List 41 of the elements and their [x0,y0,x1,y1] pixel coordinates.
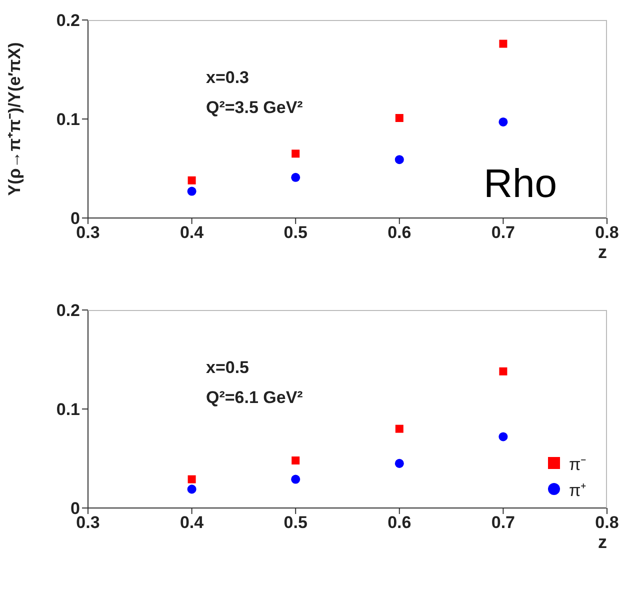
point [499,367,508,376]
y-tick-label: 0.2 [56,11,80,30]
x-tick-label: 0.5 [284,223,308,242]
point [395,424,404,433]
point [188,176,196,184]
point [291,474,300,484]
point [187,186,196,196]
x-tick-label: 0.4 [180,513,204,532]
annotation: Q²=3.5 GeV² [206,98,303,118]
point [292,456,300,464]
annotation: x=0.3 [206,68,250,88]
legend-label: π⁻ [569,454,587,474]
legend-label: π⁺ [569,480,587,500]
point [188,475,196,484]
x-tick-label: 0.7 [491,223,516,242]
x-tick-label: 0.5 [284,513,308,532]
x-tick-label: 0.3 [76,223,100,242]
x-tick-label: 0.4 [180,223,204,242]
x-tick-label: 0.7 [491,513,516,532]
x-tick-label: 0.8 [595,223,619,242]
x-tick-label: 0.6 [388,513,412,532]
annotation: Rho [484,161,557,208]
point [394,458,404,468]
y-tick-label: 0.2 [56,301,80,320]
annotation: x=0.5 [206,358,250,378]
x-tick-label: 0.8 [595,513,619,532]
x-tick-label: 0.6 [388,223,412,242]
x-axis-title: z [598,242,607,262]
x-tick-label: 0.3 [76,513,100,532]
point [394,155,404,164]
point [499,40,508,48]
annotation: Q²=6.1 GeV² [206,388,303,408]
x-axis-title: z [598,532,607,552]
point [498,432,508,442]
point [292,150,300,158]
y-tick-label: 0.1 [56,400,80,420]
point [498,117,508,126]
point [291,172,300,182]
point [395,114,404,122]
y-tick-label: 0.1 [56,110,80,130]
point [187,484,196,494]
